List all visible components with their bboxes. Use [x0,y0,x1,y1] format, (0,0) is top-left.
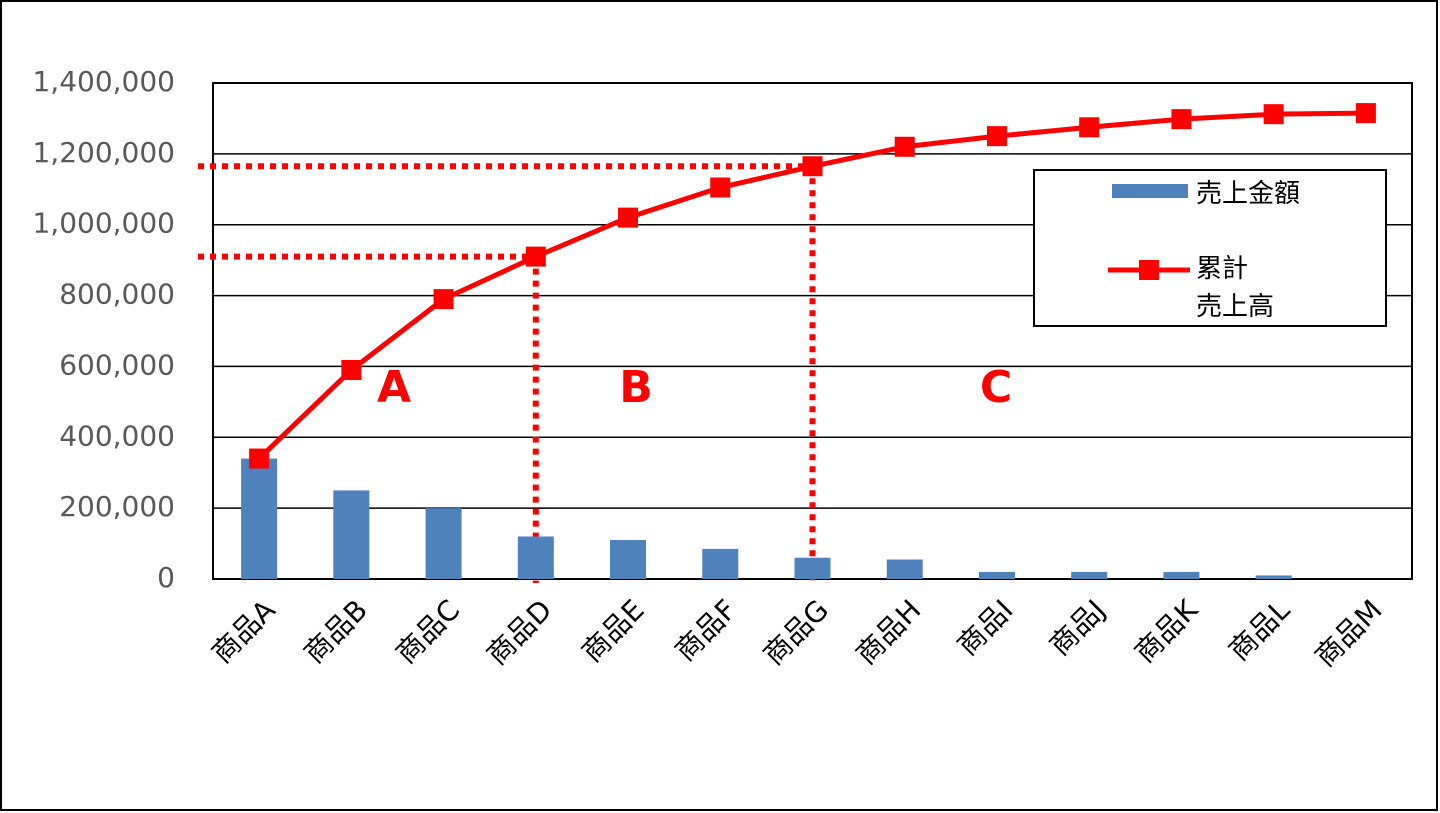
y-tick-label: 1,000,000 [32,207,175,240]
marker [525,246,546,267]
bar [610,540,647,579]
annotation: A [377,362,411,413]
marker [802,156,823,177]
bar [1163,571,1200,579]
legend-label: 売上金額 [1196,179,1301,209]
marker [433,289,454,310]
legend-box [1033,169,1387,327]
legend-swatch [1112,184,1188,198]
y-tick-label: 600,000 [59,348,175,381]
bar [702,548,739,579]
legend-label: 累計 売上高 [1196,254,1275,322]
bar [1071,571,1108,579]
y-tick-label: 400,000 [59,419,175,452]
marker [1355,103,1376,124]
bar [241,458,278,579]
annotation: C [980,362,1012,413]
bar [333,490,370,579]
marker [1171,109,1192,130]
bar [1255,575,1292,579]
marker [710,177,731,198]
marker [249,448,270,469]
marker [1263,104,1284,125]
y-tick-label: 1,400,000 [32,65,175,98]
bar [425,508,462,579]
bar [886,559,923,579]
y-tick-label: 200,000 [59,490,175,523]
bar [517,536,554,579]
y-tick-label: 0 [157,561,175,594]
marker [894,136,915,157]
bar [978,571,1015,579]
marker [618,207,639,228]
y-tick-label: 1,200,000 [32,136,175,169]
bar [794,557,831,579]
y-tick-label: 800,000 [59,278,175,311]
legend-swatch [1139,260,1159,280]
marker [1079,117,1100,138]
annotation: B [619,362,653,413]
marker [341,359,362,380]
marker [986,126,1007,147]
